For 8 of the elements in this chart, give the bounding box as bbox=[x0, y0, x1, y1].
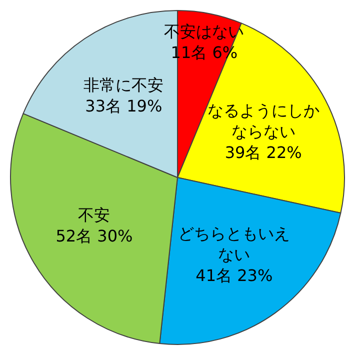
slice-label: なるようにしかならない bbox=[207, 100, 320, 141]
slice-label: どちらともいえない bbox=[178, 224, 290, 264]
data-label: 52名 30% bbox=[56, 226, 133, 246]
data-label: 33名 19% bbox=[85, 96, 162, 116]
slice-label: 非常に不安 bbox=[84, 76, 164, 95]
data-label: 41名 23% bbox=[196, 266, 273, 286]
slice-label: 不安 bbox=[78, 206, 110, 225]
data-label: 39名 22% bbox=[224, 142, 302, 162]
